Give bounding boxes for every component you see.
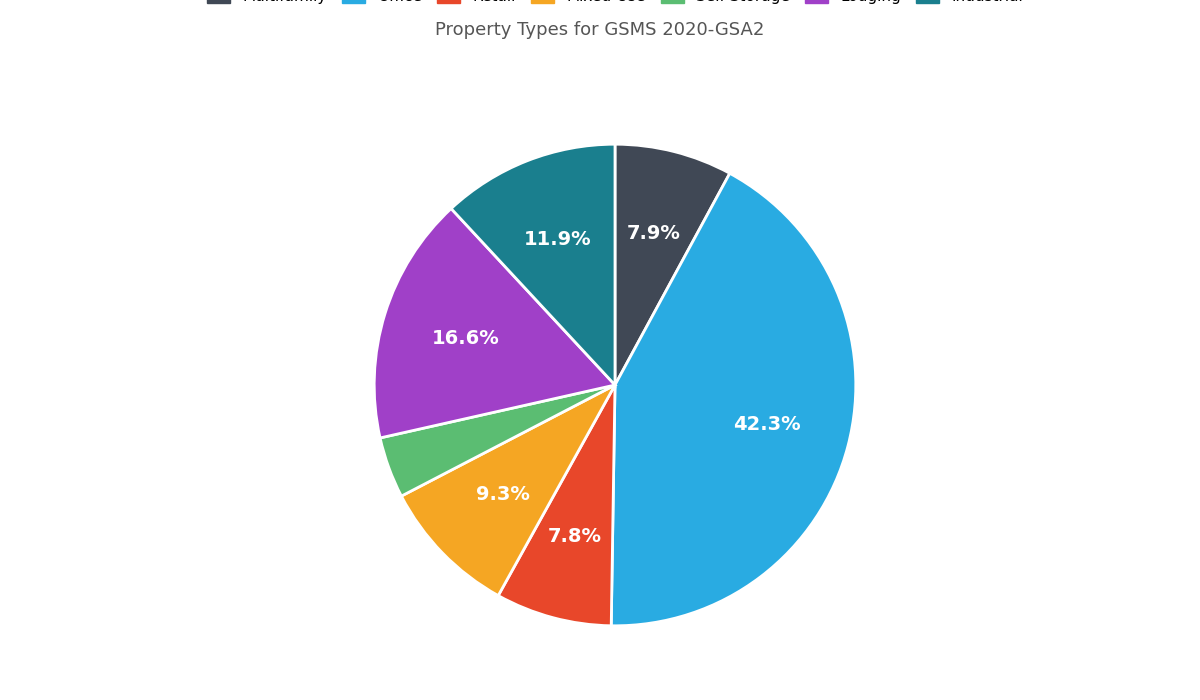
Wedge shape bbox=[380, 385, 616, 496]
Wedge shape bbox=[498, 385, 616, 626]
Text: 42.3%: 42.3% bbox=[732, 415, 800, 434]
Wedge shape bbox=[451, 144, 616, 385]
Text: 16.6%: 16.6% bbox=[432, 329, 499, 348]
Wedge shape bbox=[374, 209, 616, 438]
Text: 11.9%: 11.9% bbox=[524, 230, 592, 248]
Text: Property Types for GSMS 2020-GSA2: Property Types for GSMS 2020-GSA2 bbox=[436, 21, 764, 39]
Text: 9.3%: 9.3% bbox=[476, 484, 529, 504]
Text: 7.9%: 7.9% bbox=[626, 224, 680, 243]
Wedge shape bbox=[611, 174, 856, 626]
Wedge shape bbox=[401, 385, 616, 596]
Text: 7.8%: 7.8% bbox=[547, 526, 601, 546]
Legend: Multifamily, Office, Retail, Mixed-Use, Self Storage, Lodging, Industrial: Multifamily, Office, Retail, Mixed-Use, … bbox=[200, 0, 1030, 10]
Wedge shape bbox=[614, 144, 730, 385]
